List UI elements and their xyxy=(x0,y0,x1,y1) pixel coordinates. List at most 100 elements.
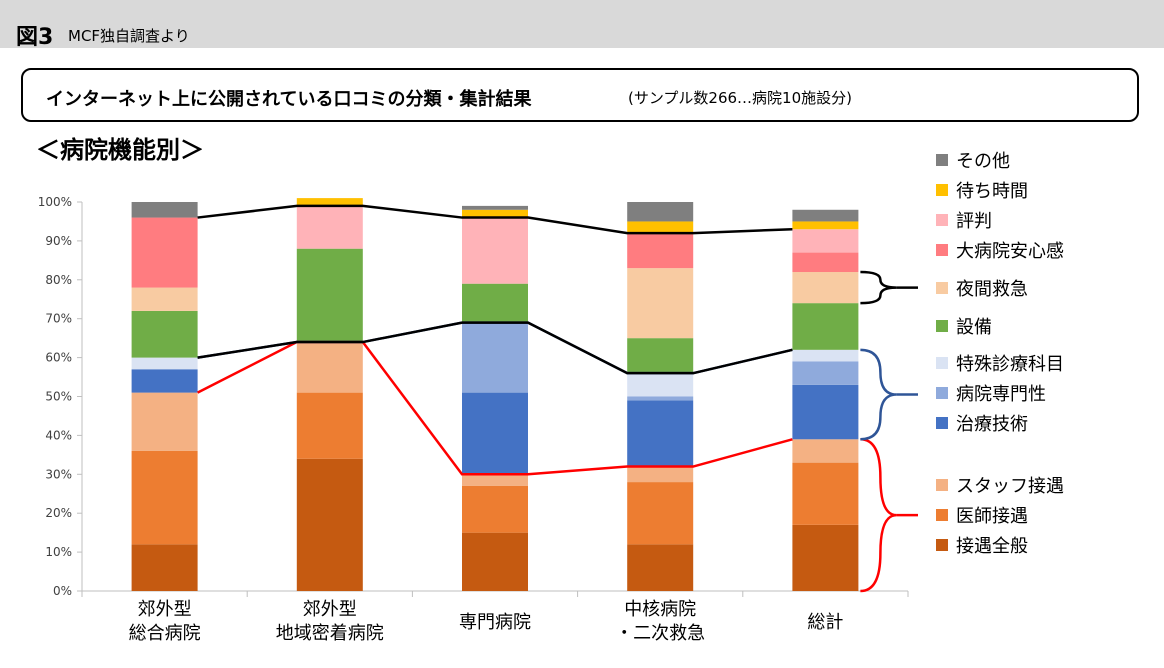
legend-label: その他 xyxy=(956,151,1010,172)
bar-segment xyxy=(462,209,528,218)
bar-segment xyxy=(792,439,859,463)
legend-swatch xyxy=(936,387,948,399)
title-box xyxy=(21,68,1139,122)
chart-subtitle: (サンプル数266…病院10施設分) xyxy=(628,89,852,107)
header-band xyxy=(0,0,1164,48)
group-brace xyxy=(860,270,897,305)
legend-swatch xyxy=(936,479,948,491)
legend-swatch xyxy=(936,357,948,369)
group-brace xyxy=(860,348,897,441)
bar-segment xyxy=(462,485,528,533)
bar-segment xyxy=(627,202,694,222)
legend-swatch xyxy=(936,282,948,294)
bar-segment xyxy=(792,229,859,253)
bar-segment xyxy=(131,217,198,288)
legend-swatch xyxy=(936,417,948,429)
bar-segment xyxy=(627,233,694,269)
bar-segment xyxy=(131,202,198,218)
bar-segment xyxy=(792,209,859,222)
y-tick-label: 0% xyxy=(53,584,72,598)
legend-item: 治療技術 xyxy=(936,413,1028,435)
section-title: ＜病院機能別＞ xyxy=(36,136,204,164)
legend-item: 大病院安心感 xyxy=(936,240,1064,262)
legend-item: 接遇全般 xyxy=(936,535,1028,557)
bar-segment xyxy=(296,198,363,206)
bar-segment xyxy=(131,357,198,370)
bar-segment xyxy=(296,392,363,459)
group-connector-line xyxy=(197,321,793,375)
bar-segment xyxy=(627,268,694,339)
legend-label: スタッフ接遇 xyxy=(956,476,1064,497)
legend-label: 医師接遇 xyxy=(956,506,1028,527)
bar-segment xyxy=(131,450,198,545)
bar-segment xyxy=(627,338,694,374)
legend-swatch xyxy=(936,539,948,551)
bar-segment xyxy=(792,349,859,362)
bar-segment xyxy=(131,310,198,358)
x-category-label: ・二次救急 xyxy=(615,623,705,644)
bar-segment xyxy=(462,392,528,475)
legend-label: 設備 xyxy=(956,317,992,338)
legend-item: 病院専門性 xyxy=(936,383,1046,405)
x-category-label: 総計 xyxy=(807,612,843,633)
x-category-label: 地域密着病院 xyxy=(276,623,384,644)
bar-segment xyxy=(627,221,694,234)
y-tick-label: 40% xyxy=(45,428,72,442)
legend-item: 特殊診療科目 xyxy=(936,353,1064,375)
x-category-label: 専門病院 xyxy=(459,612,531,633)
bar-segment xyxy=(462,283,528,323)
legend-label: 評判 xyxy=(956,211,992,232)
bar-segment xyxy=(792,272,859,304)
group-brace xyxy=(860,438,897,593)
bar-segment xyxy=(296,248,363,343)
y-tick-label: 100% xyxy=(38,195,72,209)
x-category-label: 郊外型 xyxy=(138,599,192,620)
legend-item: 設備 xyxy=(936,316,992,338)
x-category-label: 総合病院 xyxy=(129,623,201,644)
y-tick-label: 60% xyxy=(45,351,72,365)
bar-segment xyxy=(462,322,528,393)
legend-label: 特殊診療科目 xyxy=(956,354,1064,375)
bar-segment xyxy=(627,466,694,483)
bar-segment xyxy=(627,373,694,397)
bar-segment xyxy=(131,287,198,311)
y-tick-label: 70% xyxy=(45,312,72,326)
legend-item: 夜間救急 xyxy=(936,278,1028,300)
legend-item: 医師接遇 xyxy=(936,505,1028,527)
legend-swatch xyxy=(936,509,948,521)
bar-segment xyxy=(627,396,694,401)
bar-segment xyxy=(792,221,859,230)
y-tick-label: 80% xyxy=(45,273,72,287)
bar-segment xyxy=(131,369,198,393)
legend-swatch xyxy=(936,320,948,332)
y-tick-label: 20% xyxy=(45,506,72,520)
group-connector-line xyxy=(197,204,793,235)
figure-source: MCF独自調査より xyxy=(68,27,190,45)
legend-label: 病院専門性 xyxy=(956,384,1046,405)
x-category-label: 中核病院 xyxy=(624,599,696,620)
bar-segment xyxy=(792,252,859,273)
bar-segment xyxy=(627,482,694,545)
bar-segment xyxy=(792,361,859,385)
legend-swatch xyxy=(936,214,948,226)
legend-label: 治療技術 xyxy=(956,414,1028,435)
legend-swatch xyxy=(936,184,948,196)
bar-segment xyxy=(792,384,859,440)
bar-segment xyxy=(296,205,363,249)
x-category-label: 郊外型 xyxy=(303,599,357,620)
legend-item: 待ち時間 xyxy=(936,180,1028,202)
legend-item: その他 xyxy=(936,150,1010,172)
legend-swatch xyxy=(936,244,948,256)
bar-segment xyxy=(462,532,528,591)
bar-segment xyxy=(627,544,694,591)
bar-segment xyxy=(792,462,859,525)
bar-segment xyxy=(792,303,859,350)
legend-item: スタッフ接遇 xyxy=(936,475,1064,497)
bar-segment xyxy=(627,400,694,467)
legend-label: 接遇全般 xyxy=(956,536,1028,557)
y-tick-label: 10% xyxy=(45,545,72,559)
bar-segment xyxy=(296,458,363,591)
bar-segment xyxy=(462,205,528,210)
y-tick-label: 90% xyxy=(45,234,72,248)
